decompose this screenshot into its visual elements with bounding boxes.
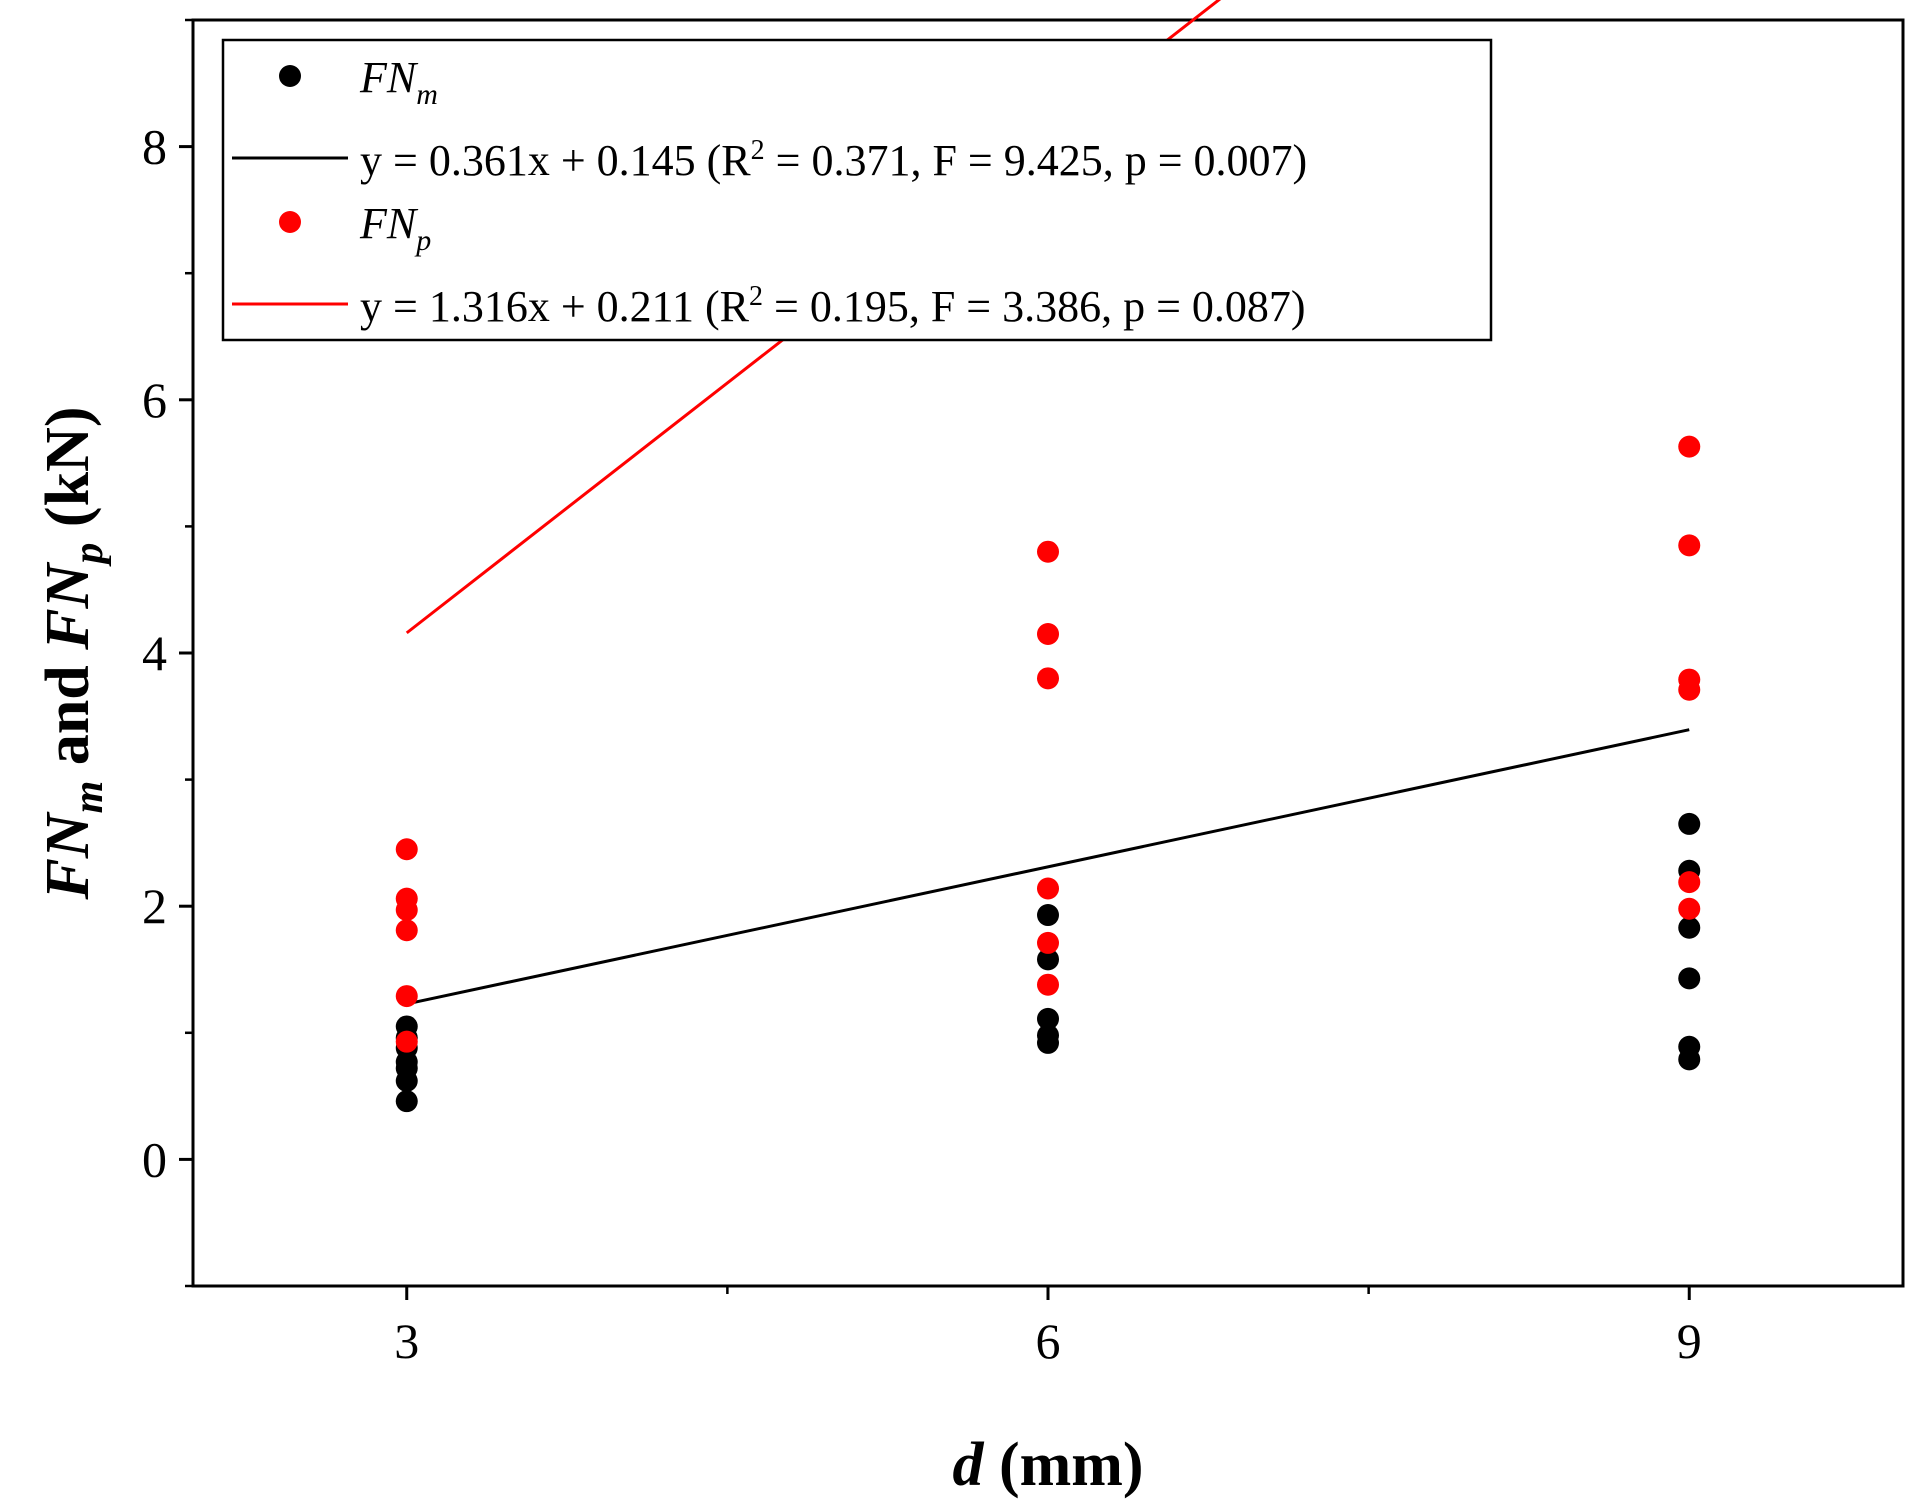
point-fnm: [1037, 948, 1059, 971]
point-fnm: [395, 1090, 418, 1113]
y-tick-label: 0: [142, 1131, 167, 1187]
y-tick-label: 6: [142, 372, 167, 428]
point-fnm: [1037, 904, 1059, 927]
legend-fit-fnp: y = 1.316x + 0.211 (R2 = 0.195, F = 3.38…: [360, 281, 1306, 331]
legend-fit-fnm-stats: = 0.371, F = 9.425, p = 0.007): [765, 136, 1308, 185]
point-fnp: [395, 898, 418, 921]
y-axis-title-unit: (kN): [34, 407, 102, 543]
x-axis-title-unit: (mm): [983, 1431, 1143, 1499]
point-fnp: [1037, 540, 1059, 563]
legend-marker-fnp: [279, 211, 301, 233]
point-fnp: [1678, 871, 1701, 894]
point-fnp: [1678, 435, 1701, 458]
point-fnp: [1678, 678, 1701, 701]
legend: FNm y = 0.361x + 0.145 (R2 = 0.371, F = …: [221, 38, 1493, 342]
x-tick-label: 3: [394, 1313, 419, 1369]
legend-fit-fnp-sup: 2: [749, 281, 763, 312]
legend-fnp-main: FN: [359, 199, 419, 248]
point-fnp: [1037, 973, 1059, 996]
legend-label-fnp: FNp: [359, 199, 431, 257]
y-axis-title-sub2: p: [66, 543, 112, 567]
point-fnm: [1037, 1031, 1059, 1054]
legend-fit-fnp-eq: y = 1.316x + 0.211 (R: [360, 282, 750, 331]
y-axis-title: FNm and FNp (kN): [34, 407, 112, 901]
point-fnm: [1678, 1048, 1701, 1071]
point-fnp: [1678, 897, 1701, 920]
legend-fit-fnm-sup: 2: [751, 135, 765, 166]
point-fnp: [395, 985, 418, 1008]
legend-box: [221, 38, 1493, 342]
point-fnp: [395, 919, 418, 942]
point-fnm: [1037, 1007, 1059, 1030]
x-axis-title: d (mm): [952, 1431, 1143, 1499]
y-axis-title-and: and: [34, 650, 102, 781]
point-fnm: [1678, 916, 1701, 939]
data-points: [395, 435, 1701, 1113]
x-axis-title-var: d: [952, 1431, 984, 1499]
point-fnp: [1037, 931, 1059, 954]
point-fnm: [1678, 967, 1701, 990]
legend-fnm-sub: m: [416, 78, 438, 111]
legend-fit-fnp-stats: = 0.195, F = 3.386, p = 0.087): [763, 282, 1306, 331]
legend-fit-fnm-eq: y = 0.361x + 0.145 (R: [360, 136, 751, 185]
legend-fit-fnm: y = 0.361x + 0.145 (R2 = 0.371, F = 9.42…: [360, 135, 1307, 185]
point-fnp: [1678, 534, 1701, 557]
legend-fnm-main: FN: [359, 53, 419, 102]
point-fnp: [1037, 877, 1059, 900]
legend-fnp-sub: p: [414, 224, 431, 257]
y-axis-title-fn1: FN: [34, 811, 102, 900]
point-fnm: [395, 1069, 418, 1092]
axis-ticks: 3 6 9 0 2 4 6 8: [142, 18, 1702, 1369]
legend-label-fnm: FNm: [359, 53, 438, 111]
y-axis-title-sub1: m: [66, 781, 112, 814]
y-tick-label: 2: [142, 878, 167, 934]
y-axis-title-fn2: FN: [34, 561, 102, 650]
point-fnp: [395, 1030, 418, 1053]
point-fnm: [1678, 812, 1701, 835]
x-tick-label: 9: [1677, 1313, 1702, 1369]
point-fnp: [395, 838, 418, 861]
point-fnp: [1037, 667, 1059, 690]
y-tick-label: 4: [142, 625, 167, 681]
point-fnp: [1037, 623, 1059, 646]
legend-marker-fnm: [279, 65, 301, 87]
y-tick-label: 8: [142, 119, 167, 175]
fit-line-fnm: [406, 728, 1690, 1006]
x-tick-label: 6: [1036, 1313, 1061, 1369]
